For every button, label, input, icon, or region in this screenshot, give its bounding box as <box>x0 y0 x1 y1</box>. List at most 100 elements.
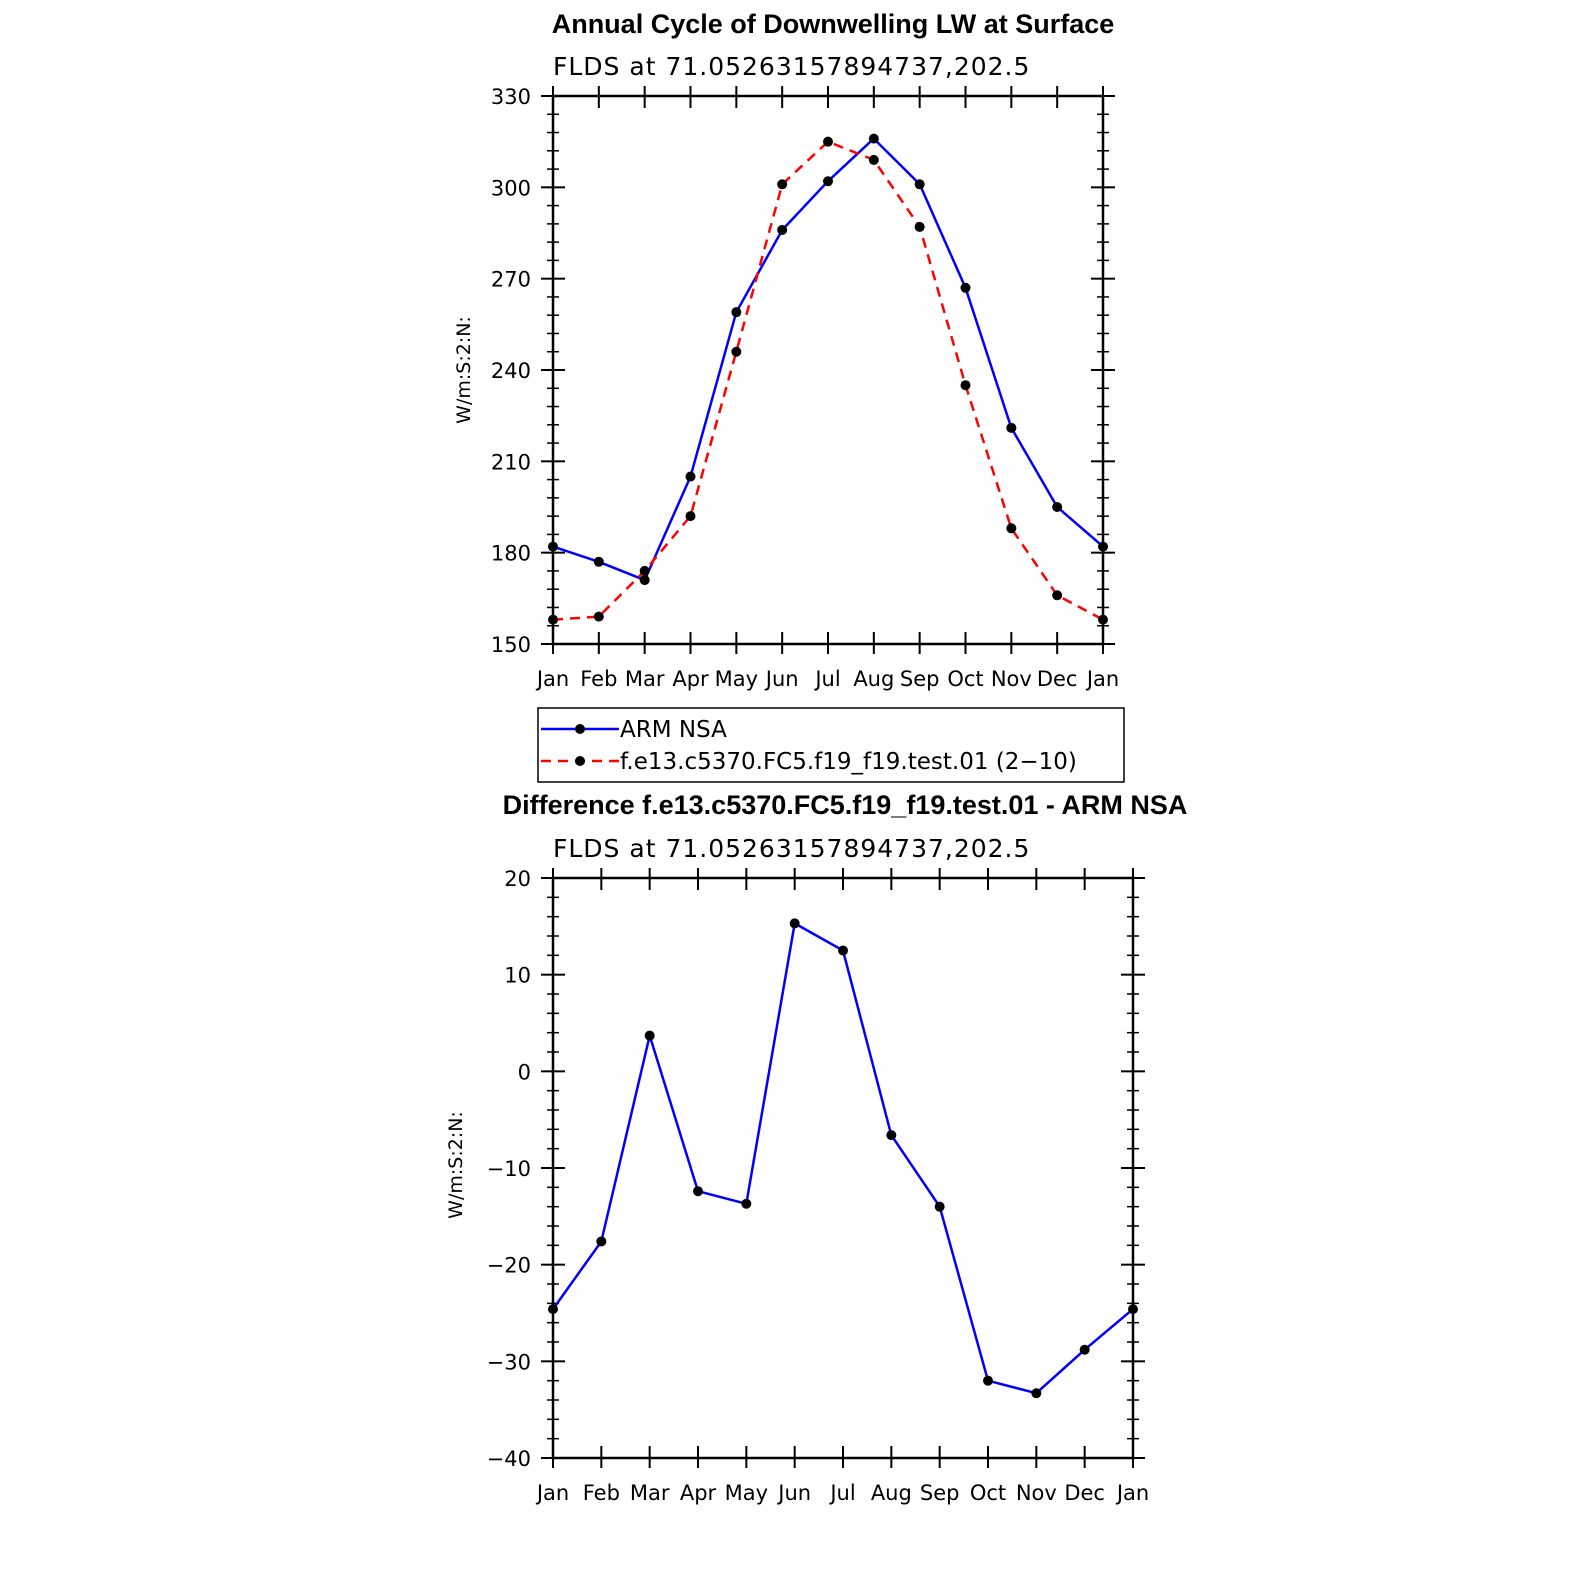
chart1-ytick-label: 150 <box>491 633 531 657</box>
chart1-xtick-label: Apr <box>672 667 709 691</box>
chart1-ytick-label: 300 <box>491 176 531 200</box>
legend: ARM NSA f.e13.c5370.FC5.f19_f19.test.01 … <box>537 707 1125 783</box>
chart2-xtick-label: Jan <box>1115 1481 1149 1505</box>
chart2-series-0-point <box>983 1375 993 1386</box>
chart2-xtick-label: May <box>725 1481 768 1505</box>
chart2-xtick-label: Jul <box>828 1481 855 1505</box>
chart1-series-0-point <box>593 556 604 567</box>
chart1-xtick-label: May <box>715 667 758 691</box>
chart1-series-1-point <box>914 221 925 232</box>
chart1-series-0-point <box>731 307 742 318</box>
chart1-xtick-label: Oct <box>947 667 983 691</box>
chart1-series-0-point <box>548 541 558 552</box>
chart1-ylabel: W/m:S:2:N: <box>453 316 475 424</box>
chart2-frame <box>551 876 1135 1460</box>
chart1-series <box>548 133 1108 625</box>
chart2-ytick-label: −10 <box>487 1157 531 1181</box>
chart1-xtick-label: Dec <box>1037 667 1078 691</box>
chart1-xtick-label: Jun <box>764 667 799 691</box>
chart2-xtick-label: Feb <box>583 1481 620 1505</box>
chart2-ytick-label: −30 <box>487 1350 531 1374</box>
chart2-ylabel: W/m:S:2:N: <box>445 1111 467 1219</box>
chart1-subtitle: FLDS at 71.05263157894737,202.5 <box>553 52 1030 81</box>
chart2-series-0-point <box>596 1236 607 1247</box>
chart1-xtick-label: Jul <box>813 667 840 691</box>
chart2-series-0-point <box>1128 1304 1138 1315</box>
chart1-ytick-label: 330 <box>491 85 531 109</box>
chart2-axes <box>541 868 1145 1468</box>
chart1-series-1-point <box>1098 614 1108 625</box>
chart1-series-0-point <box>914 179 925 190</box>
chart1-series-1-point <box>823 136 833 147</box>
chart1-series-1-line <box>552 140 1104 621</box>
chart1-series-0-point <box>1052 502 1063 512</box>
difference-chart: Difference f.e13.c5370.FC5.f19_f19.test.… <box>445 790 1187 1505</box>
chart1-series-1-point <box>1006 523 1017 534</box>
chart1-series-0-point <box>868 133 879 144</box>
chart2-xtick-label: Jan <box>535 1481 569 1505</box>
chart2-ytick-label: −20 <box>487 1254 531 1278</box>
annual-cycle-chart: Annual Cycle of Downwelling LW at Surfac… <box>453 9 1125 783</box>
chart1-series-1-point <box>731 346 742 357</box>
chart1-series-0-point <box>777 224 788 235</box>
chart2-series-0-point <box>644 1030 655 1041</box>
chart1-series-1-point <box>1052 590 1063 601</box>
chart1-series-1-point <box>960 380 971 391</box>
chart2-xtick-label: Apr <box>680 1481 717 1505</box>
chart1-series-0-point <box>685 471 696 482</box>
chart2-xtick-label: Oct <box>970 1481 1006 1505</box>
chart2-ytick-label: 10 <box>504 964 531 988</box>
chart1-xtick-label: Feb <box>580 667 617 691</box>
chart1-xtick-label: Mar <box>625 667 665 691</box>
chart1-xtick-label: Sep <box>900 667 940 691</box>
chart1-tick-labels: Jan Feb Mar Apr May Jun Jul Aug Sep Oct Nov Dec Jan1… <box>491 85 1119 691</box>
chart1-ytick-label: 210 <box>491 450 531 474</box>
chart2-xtick-label: Aug <box>871 1481 912 1505</box>
chart1-series-0-point <box>639 575 650 586</box>
chart1-series-1-point <box>868 154 879 165</box>
legend-label-arm-nsa: ARM NSA <box>620 717 727 743</box>
chart2-tick-labels: Jan Feb Mar Apr May Jun Jul Aug Sep Oct Nov Dec Jan−… <box>487 867 1150 1505</box>
chart2-series-0-point <box>934 1201 945 1212</box>
chart1-series-0-point <box>823 176 833 187</box>
legend-box <box>537 707 1125 783</box>
chart2-ytick-label: 0 <box>518 1060 531 1084</box>
chart2-series-0-point <box>548 1304 558 1315</box>
chart1-ytick-label: 180 <box>491 542 531 566</box>
chart1-ytick-label: 270 <box>491 268 531 292</box>
chart2-xtick-label: Jun <box>776 1481 811 1505</box>
chart2-series-0-point <box>789 918 800 929</box>
chart1-series-0-point <box>1098 541 1108 552</box>
chart1-xtick-label: Jan <box>1085 667 1119 691</box>
chart2-xtick-label: Mar <box>630 1481 670 1505</box>
chart2-series-0-point <box>838 945 848 956</box>
chart1-series-0-point <box>960 282 971 293</box>
chart2-subtitle: FLDS at 71.05263157894737,202.5 <box>553 834 1030 863</box>
chart2-xtick-label: Nov <box>1016 1481 1057 1505</box>
chart2-ytick-label: −40 <box>487 1447 531 1471</box>
legend-marker-model <box>575 756 585 766</box>
chart2-series-0-point <box>741 1198 752 1209</box>
chart1-series-1-point <box>777 179 788 190</box>
chart1-xtick-label: Jan <box>535 667 569 691</box>
chart2-series <box>548 918 1138 1399</box>
chart1-title: Annual Cycle of Downwelling LW at Surfac… <box>552 9 1115 39</box>
chart1-series-0-point <box>1006 422 1017 433</box>
chart2-series-0-point <box>1079 1344 1090 1355</box>
chart2-ytick-label: 20 <box>504 867 531 891</box>
chart2-title: Difference f.e13.c5370.FC5.f19_f19.test.… <box>503 790 1188 820</box>
chart2-series-0-point <box>693 1186 703 1197</box>
chart1-series-1-point <box>639 565 650 576</box>
chart1-xtick-label: Aug <box>853 667 894 691</box>
chart2-series-0-point <box>1031 1388 1042 1399</box>
chart1-series-1-point <box>548 614 558 625</box>
chart2-series-0-line <box>551 922 1134 1395</box>
chart1-ytick-label: 240 <box>491 359 531 383</box>
chart2-series-0-point <box>886 1130 897 1141</box>
legend-label-model: f.e13.c5370.FC5.f19_f19.test.01 (2−10) <box>620 749 1077 775</box>
chart1-series-1-point <box>685 511 696 522</box>
chart2-xtick-label: Sep <box>920 1481 960 1505</box>
legend-marker-arm-nsa <box>575 724 585 734</box>
chart1-xtick-label: Nov <box>991 667 1032 691</box>
